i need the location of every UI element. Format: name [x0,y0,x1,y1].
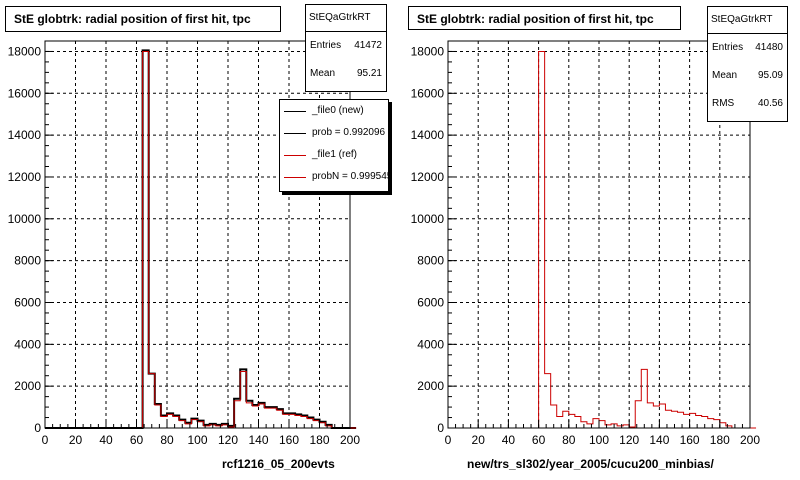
right-x-tick-label-0: 0 [445,433,452,447]
left-stats-entries-label: Entries [310,40,342,51]
right-histogram-panel: 0 20 40 60 80 100 120 140 160 180 200 0 2000 4000 6000… [400,0,800,480]
left-y-tick-label-12000: 12000 [8,170,42,184]
right-x-tick-label-120: 120 [619,433,639,447]
left-x-tick-label-40: 40 [99,433,113,447]
legend-line-new [284,111,306,112]
legend-line-prob [284,133,306,134]
right-y-tick-label-16000: 16000 [411,86,445,100]
right-stats-entries-value: 41480 [755,42,783,53]
left-stats-box: StEQaGtrkRT Entries 41472 Mean 95.21 [305,4,387,92]
right-y-tick-label-12000: 12000 [411,170,445,184]
right-y-tick-label-18000: 18000 [411,44,445,58]
right-x-tick-label-200: 200 [740,433,760,447]
legend-label-ref: _file1 (ref) [312,149,358,160]
right-x-tick-label-140: 140 [649,433,669,447]
left-stats-mean-label: Mean [310,68,336,79]
right-x-tick-label-180: 180 [710,433,730,447]
left-y-tick-label-10000: 10000 [8,212,42,226]
legend-entry-ref: _file1 (ref) [280,144,388,166]
right-stats-mean-value: 95.09 [757,70,783,81]
legend-label-prob: prob = 0.992096 [312,127,386,138]
left-legend: _file0 (new) prob = 0.992096 _file1 (ref… [279,99,389,192]
legend-label-new: _file0 (new) [312,105,364,116]
right-x-tick-label-20: 20 [472,433,486,447]
left-x-tick-label-200: 200 [340,433,360,447]
right-y-tick-label-4000: 4000 [417,337,444,351]
right-y-tick-label-0: 0 [437,421,444,435]
left-x-tick-label-80: 80 [160,433,174,447]
left-histogram-panel: 0 20 40 60 80 100 120 140 160 180 200 0 2000 4000 6000… [5,4,389,471]
right-x-tick-label-160: 160 [680,433,700,447]
left-y-tick-label-18000: 18000 [8,44,42,58]
right-stats-row-entries: Entries 41480 [708,34,787,62]
left-x-tick-label-60: 60 [130,433,144,447]
left-stats-entries-value: 41472 [354,40,382,51]
left-stats-row-mean: Mean 95.21 [306,60,386,88]
left-x-tick-label-100: 100 [187,433,207,447]
legend-entry-prob: prob = 0.992096 [280,122,388,144]
left-stats-mean-value: 95.21 [356,68,382,79]
right-stats-row-rms: RMS 40.56 [708,90,787,118]
left-y-tick-label-4000: 4000 [14,337,41,351]
left-y-tick-label-16000: 16000 [8,86,42,100]
left-x-tick-label-0: 0 [42,433,49,447]
left-x-tick-label-20: 20 [69,433,83,447]
right-x-tick-label-80: 80 [562,433,576,447]
left-plot-title: StE globtrk: radial position of first hi… [5,6,281,32]
left-x-tick-label-140: 140 [248,433,268,447]
left-y-tick-label-6000: 6000 [14,295,41,309]
right-stats-box: StEQaGtrkRT Entries 41480 Mean 95.09 RMS… [707,6,788,122]
right-stats-row-mean: Mean 95.09 [708,62,787,90]
legend-line-ref [284,155,306,156]
right-stats-rms-label: RMS [712,98,735,109]
right-stats-rms-value: 40.56 [757,98,783,109]
left-x-tick-label-120: 120 [218,433,238,447]
right-stats-mean-label: Mean [712,70,738,81]
left-y-tick-label-0: 0 [34,421,41,435]
right-y-tick-label-6000: 6000 [417,295,444,309]
left-y-tick-label-8000: 8000 [14,254,41,268]
right-x-axis-label: new/trs_sl302/year_2005/cucu200_minbias/ [467,457,714,471]
left-y-tick-label-2000: 2000 [14,379,41,393]
left-x-tick-label-180: 180 [309,433,329,447]
right-histogram-plot: 0 20 40 60 80 100 120 140 160 180 2000200040006000… [411,40,760,447]
legend-entry-probn: probN = 0.999545 [280,166,388,188]
right-y-tick-label-10000: 10000 [411,212,445,226]
left-x-tick-label-160: 160 [279,433,299,447]
right-y-tick-label-2000: 2000 [417,379,444,393]
right-x-tick-label-60: 60 [532,433,546,447]
legend-line-probn [284,177,306,178]
left-stats-name: StEQaGtrkRT [306,5,386,32]
right-x-tick-label-40: 40 [502,433,516,447]
right-y-tick-label-8000: 8000 [417,254,444,268]
legend-label-probn: probN = 0.999545 [312,171,389,182]
right-stats-entries-label: Entries [712,42,744,53]
right-plot-title: StE globtrk: radial position of first hi… [408,6,681,30]
right-x-tick-label-100: 100 [589,433,609,447]
left-stats-row-entries: Entries 41472 [306,32,386,60]
right-y-tick-label-14000: 14000 [411,128,445,142]
left-x-axis-label: rcf1216_05_200evts [222,457,335,471]
legend-entry-new: _file0 (new) [280,100,388,122]
right-stats-name: StEQaGtrkRT [708,7,787,34]
left-y-tick-label-14000: 14000 [8,128,42,142]
